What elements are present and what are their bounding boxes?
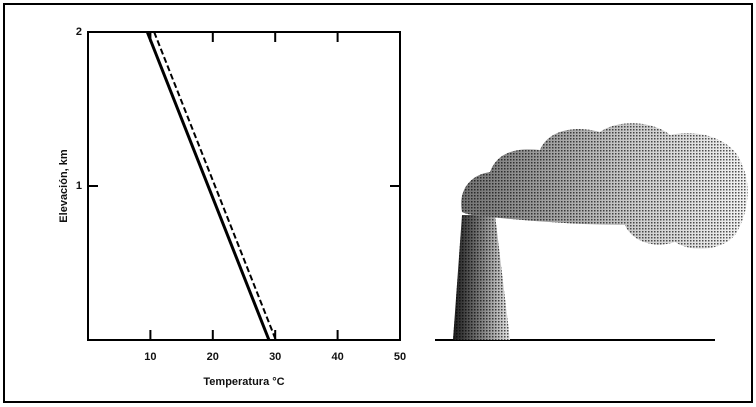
plot-area	[87, 31, 401, 341]
x-tick-label: 20	[207, 351, 219, 363]
data-line	[153, 31, 277, 341]
data-line	[145, 31, 271, 341]
x-tick-label: 10	[144, 351, 156, 363]
x-tick-label: 30	[269, 351, 281, 363]
x-tick-label: 50	[394, 351, 406, 363]
stack-shade	[453, 215, 510, 340]
y-tick-label: 1	[76, 180, 82, 192]
plume-shade	[461, 123, 748, 249]
smokestack-illustration	[435, 123, 748, 341]
y-tick-label: 2	[76, 26, 82, 38]
y-axis-label: Elevación, km	[58, 149, 70, 223]
x-axis-label: Temperatura °C	[203, 376, 284, 388]
frame	[3, 3, 753, 403]
x-tick-label: 40	[331, 351, 343, 363]
